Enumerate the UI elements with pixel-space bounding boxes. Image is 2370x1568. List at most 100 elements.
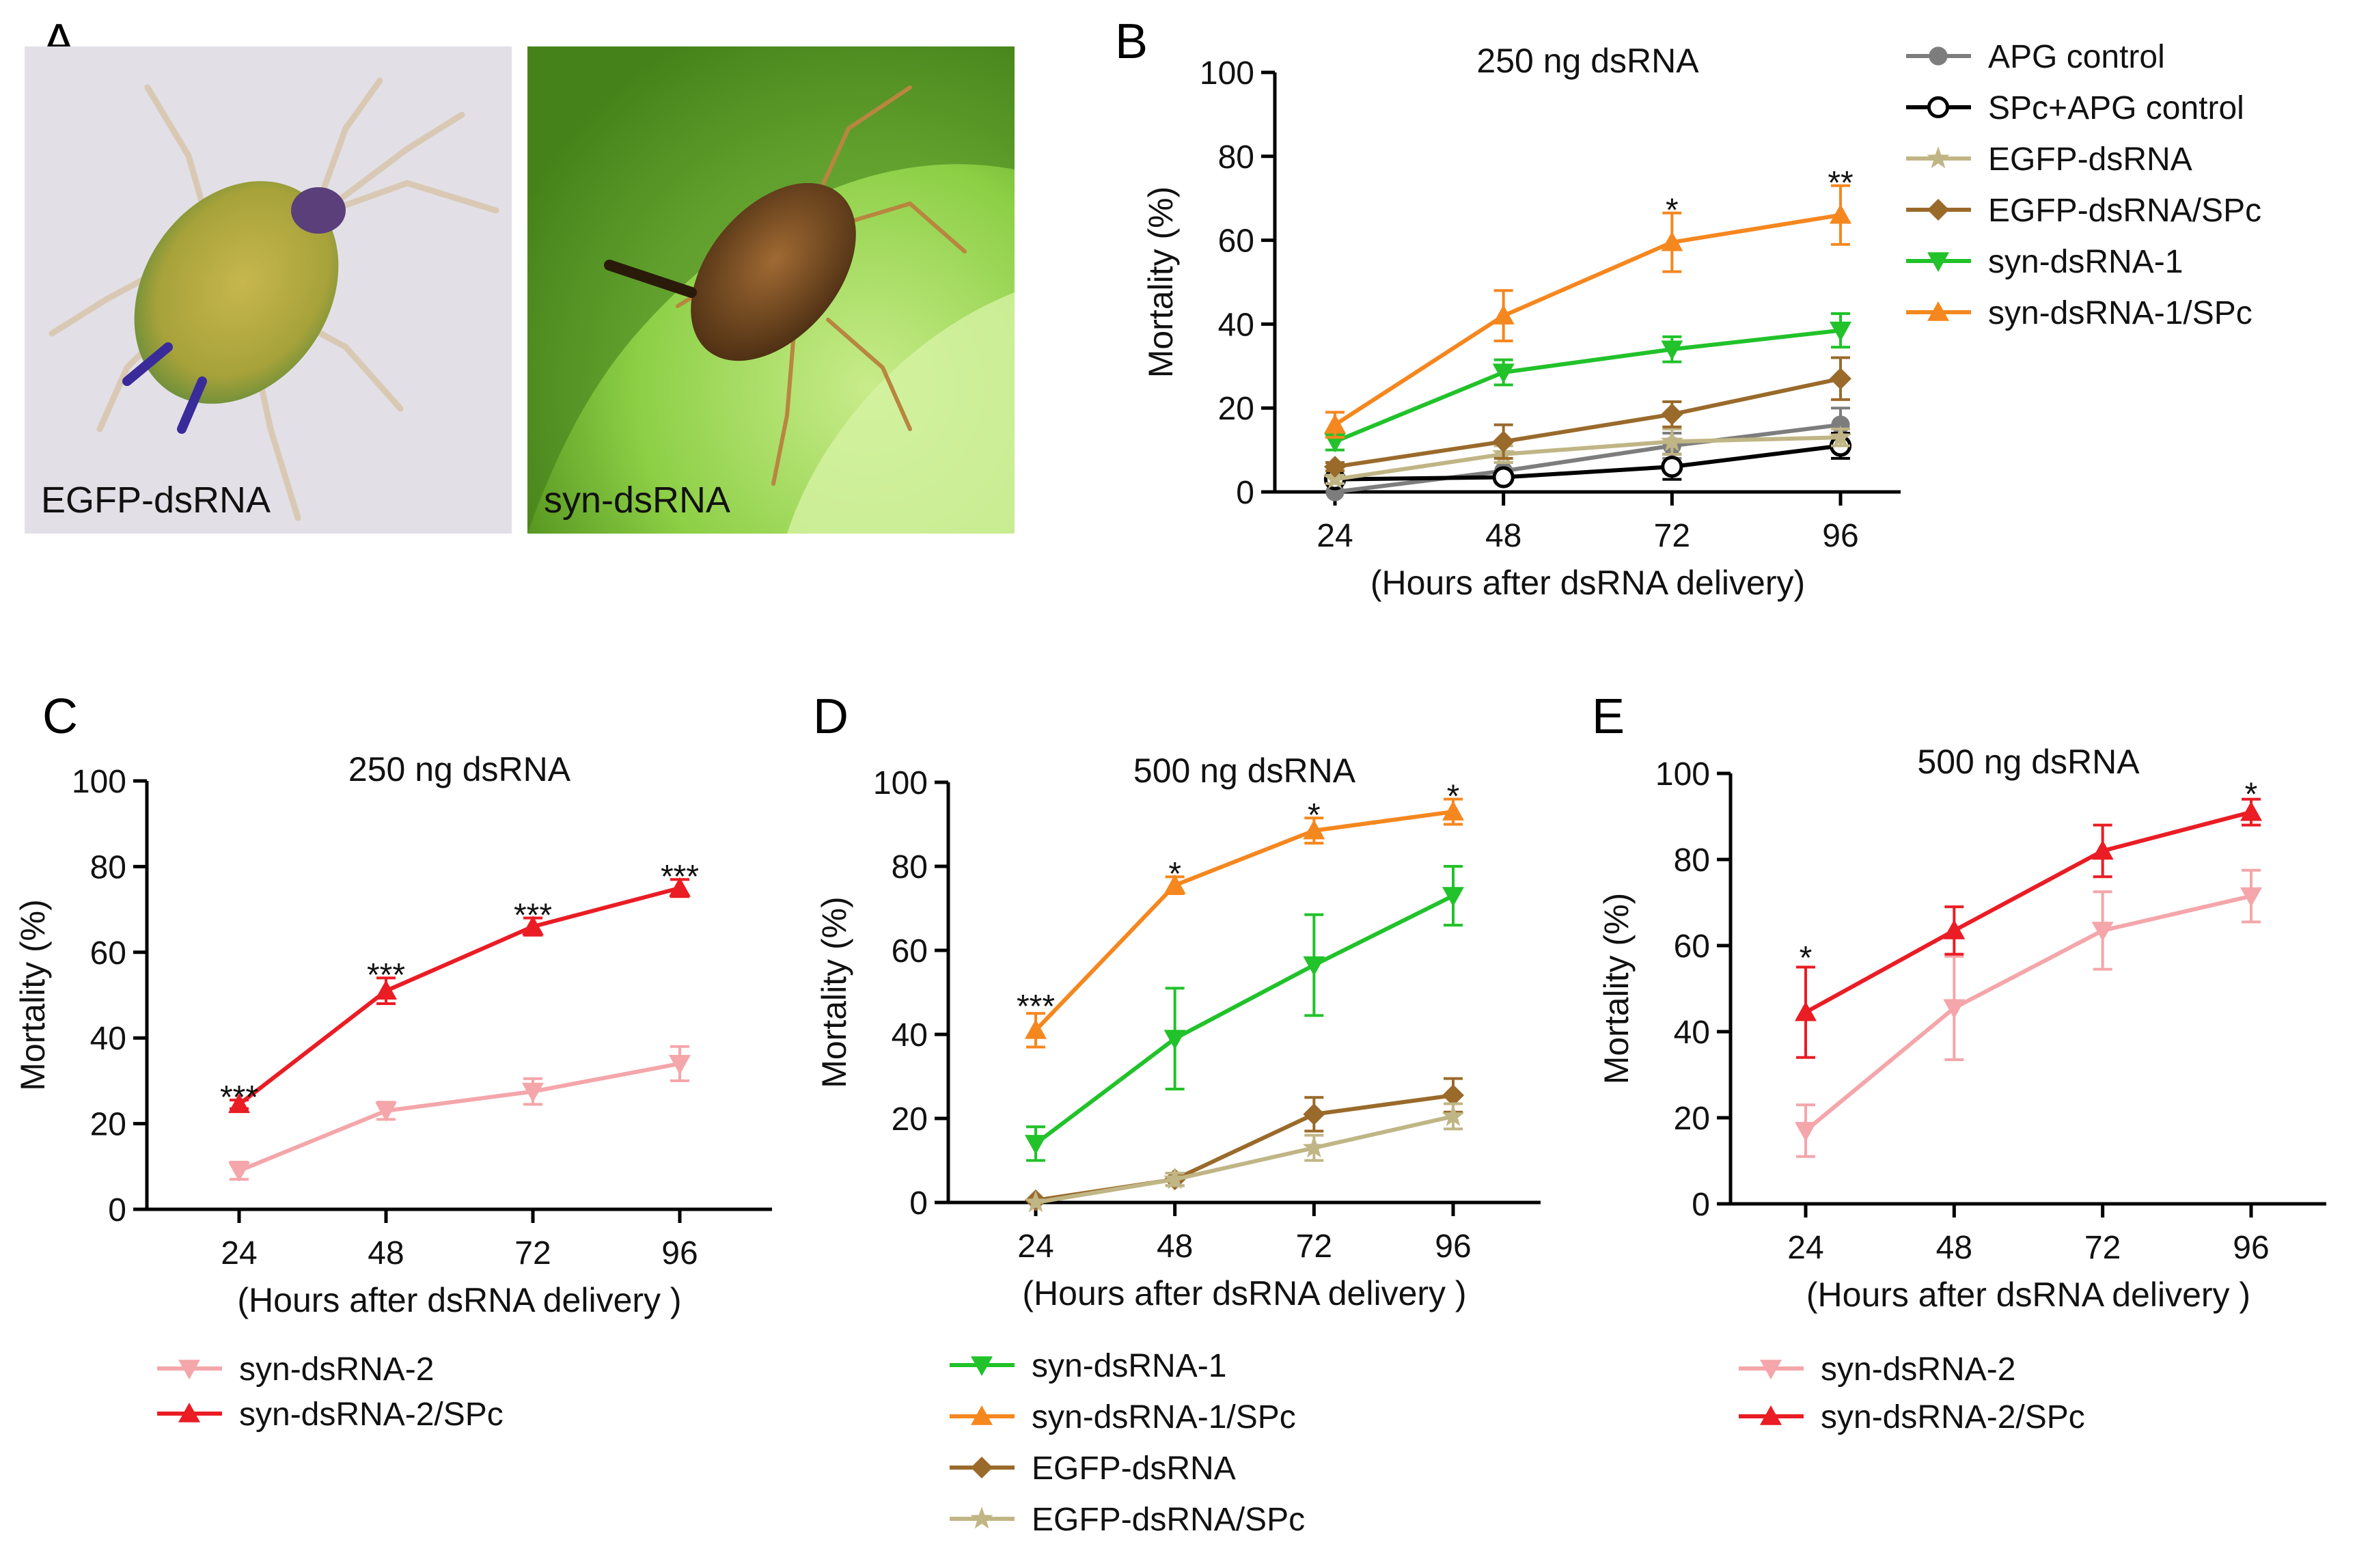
- legend-label: syn-dsRNA-2: [1821, 1351, 2015, 1388]
- data-point: [669, 1055, 691, 1075]
- x-tick-label: 96: [661, 1235, 698, 1271]
- data-point: [1442, 801, 1464, 821]
- x-tick-label: 24: [221, 1235, 257, 1271]
- legend-item-syn-dsrna-1-spc: syn-dsRNA-1/SPc: [1906, 295, 2252, 331]
- series-syn-dsrna-2-spc: [228, 877, 691, 1114]
- panel-label-c: C: [42, 689, 78, 744]
- legend-item-syn-dsrna-2: syn-dsRNA-2: [1739, 1351, 2015, 1388]
- x-tick-label: 48: [1936, 1230, 1972, 1266]
- legend-label: SPc+APG control: [1988, 90, 2244, 126]
- legend-item-syn-dsrna-1-spc: syn-dsRNA-1/SPc: [950, 1399, 1296, 1435]
- x-tick-label: 96: [1822, 518, 1858, 554]
- data-point: [1492, 466, 1515, 489]
- x-tick-label: 24: [1317, 518, 1353, 554]
- data-point: [1661, 403, 1683, 426]
- y-tick-label: 80: [90, 849, 126, 885]
- y-tick-label: 20: [1218, 391, 1254, 427]
- legend-item-egfp-dsrna-spc: EGFP-dsRNA/SPc: [1906, 193, 2261, 229]
- data-point: [1442, 887, 1464, 907]
- legend-label: syn-dsRNA-1/SPc: [1032, 1399, 1296, 1435]
- legend-marker: [1927, 96, 1950, 119]
- data-point: [1943, 999, 1966, 1019]
- data-point: [2240, 887, 2262, 907]
- data-point: [375, 1101, 397, 1122]
- significance-annotation: ***: [661, 859, 699, 895]
- legend-marker: [178, 1403, 200, 1422]
- x-tick-label: 48: [1157, 1228, 1193, 1265]
- y-tick-label: 20: [90, 1107, 126, 1143]
- data-point: [1324, 413, 1346, 434]
- data-point: [1025, 1019, 1047, 1039]
- x-tick-label: 72: [2084, 1230, 2121, 1266]
- legend: APG control SPc+APG control EGFP-dsRNA EGFP…: [1906, 39, 2261, 331]
- y-tick-label: 100: [1655, 756, 1710, 793]
- legend-marker: [1927, 199, 1949, 221]
- legend-marker: [1929, 46, 1948, 66]
- significance-annotation: *: [1168, 856, 1181, 892]
- data-point: [1492, 430, 1515, 453]
- legend-label: EGFP-dsRNA/SPc: [1032, 1502, 1305, 1538]
- data-point: [1024, 1190, 1047, 1213]
- series-line: [1804, 810, 2252, 1015]
- legend-item-syn-dsrna-2-spc: syn-dsRNA-2/SPc: [157, 1397, 504, 1433]
- y-axis-label: Mortality (%): [1597, 893, 1636, 1085]
- series-line: [1334, 435, 1841, 482]
- series-syn-dsrna-2-spc: [1795, 797, 2262, 1059]
- legend-marker: [1760, 1405, 1782, 1425]
- data-point: [1303, 1103, 1325, 1125]
- panel-label-d: D: [813, 689, 849, 744]
- x-tick-label: 72: [1296, 1228, 1332, 1265]
- y-tick-label: 60: [1218, 223, 1254, 260]
- x-tick-label: 48: [368, 1235, 404, 1271]
- legend-label: EGFP-dsRNA/SPc: [1988, 193, 2261, 229]
- y-tick-label: 80: [1674, 842, 1710, 879]
- legend-item-apg-control: APG control: [1906, 39, 2165, 75]
- x-tick-label: 24: [1787, 1230, 1823, 1266]
- legend-marker: [1760, 1360, 1782, 1379]
- legend-item-egfp-dsrna: EGFP-dsRNA: [1906, 141, 2192, 178]
- legend: syn-dsRNA-1 syn-dsRNA-1/SPc EGFP-dsRNA EGFP…: [950, 1348, 1305, 1538]
- x-tick-label: 96: [2233, 1230, 2269, 1266]
- significance-annotation: ***: [220, 1079, 258, 1116]
- data-point: [1492, 363, 1515, 384]
- series-syn-dsrna-1-spc: [1324, 184, 1851, 439]
- photo-egfp-dsrna: EGFP-dsRNA: [25, 46, 512, 534]
- x-tick-label: 72: [1654, 518, 1690, 554]
- data-point: [522, 1082, 544, 1103]
- data-point: [2240, 801, 2262, 821]
- data-point: [1830, 368, 1851, 390]
- series-syn-dsrna-2: [1795, 868, 2262, 1158]
- series-syn-dsrna-1: [1025, 865, 1464, 1162]
- series-line: [1334, 422, 1841, 494]
- chart-title: 500 ng dsRNA: [1917, 743, 2140, 781]
- y-axis-label: Mortality (%): [815, 896, 853, 1088]
- series-line: [1034, 894, 1455, 1146]
- legend-label: EGFP-dsRNA: [1032, 1450, 1236, 1487]
- panel-label-b: B: [1115, 14, 1148, 69]
- significance-annotation: *: [1308, 797, 1321, 834]
- chart-title: 250 ng dsRNA: [348, 750, 571, 788]
- legend-item-syn-dsrna-1: syn-dsRNA-1: [950, 1348, 1226, 1384]
- data-point: [1442, 1084, 1464, 1107]
- y-tick-label: 40: [1218, 307, 1254, 343]
- data-point: [1795, 1001, 1817, 1021]
- legend-marker: [971, 1356, 993, 1376]
- legend-marker: [971, 1457, 993, 1478]
- x-axis-label: (Hours after dsRNA delivery ): [1806, 1276, 2250, 1314]
- data-point: [1943, 919, 1966, 939]
- data-point: [1442, 1104, 1465, 1127]
- x-tick-label: 96: [1435, 1228, 1471, 1265]
- series-egfp-dsrna-spc: [1324, 356, 1851, 478]
- data-point: [1661, 456, 1683, 478]
- series-syn-dsrna-1-spc: [1025, 797, 1464, 1049]
- data-point: [1829, 425, 1852, 448]
- y-tick-label: 100: [72, 764, 126, 800]
- y-tick-label: 20: [892, 1101, 928, 1138]
- legend-label: EGFP-dsRNA: [1988, 141, 2192, 178]
- series-line: [1804, 894, 2252, 1133]
- legend-item-syn-dsrna-1: syn-dsRNA-1: [1906, 244, 2183, 280]
- photo-label-egfp: EGFP-dsRNA: [41, 480, 271, 521]
- series-line: [1334, 328, 1841, 444]
- y-tick-label: 100: [1200, 55, 1254, 92]
